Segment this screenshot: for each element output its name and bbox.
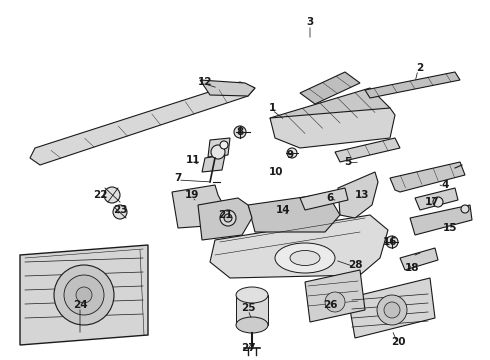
Text: 11: 11 [186,155,200,165]
Ellipse shape [290,251,320,266]
Polygon shape [198,198,252,240]
Text: 23: 23 [113,205,127,215]
Polygon shape [365,72,460,98]
Polygon shape [338,172,378,218]
Text: 19: 19 [185,190,199,200]
Polygon shape [410,205,472,235]
Text: 17: 17 [425,197,440,207]
Polygon shape [30,82,255,165]
Text: 12: 12 [198,77,212,87]
Circle shape [104,187,120,203]
Text: 9: 9 [287,150,294,160]
Ellipse shape [236,287,268,303]
Text: 3: 3 [306,17,314,27]
Circle shape [433,197,443,207]
Polygon shape [305,270,365,322]
Circle shape [76,287,92,303]
Text: 1: 1 [269,103,275,113]
Text: 20: 20 [391,337,405,347]
Text: 26: 26 [323,300,337,310]
Polygon shape [335,138,400,162]
Circle shape [220,210,236,226]
Text: 4: 4 [441,180,449,190]
Circle shape [234,126,246,138]
Text: 28: 28 [348,260,362,270]
Circle shape [461,205,469,213]
Text: 7: 7 [174,173,182,183]
Circle shape [224,214,232,222]
Text: 2: 2 [416,63,424,73]
Circle shape [386,236,398,248]
Polygon shape [202,155,225,172]
Polygon shape [400,248,438,270]
Text: 15: 15 [443,223,457,233]
Text: 14: 14 [276,205,290,215]
Polygon shape [200,80,255,96]
Ellipse shape [236,317,268,333]
Text: 6: 6 [326,193,334,203]
Text: 21: 21 [218,210,232,220]
Polygon shape [300,72,360,104]
Polygon shape [270,88,390,138]
Polygon shape [348,278,435,338]
Polygon shape [270,108,395,148]
Text: 27: 27 [241,343,255,353]
Polygon shape [236,295,268,325]
Text: 16: 16 [383,237,397,247]
Circle shape [287,148,297,158]
Text: 18: 18 [405,263,419,273]
Polygon shape [300,188,348,210]
Polygon shape [210,215,388,278]
Polygon shape [248,195,340,232]
Circle shape [377,295,407,325]
Text: 13: 13 [355,190,369,200]
Polygon shape [208,138,230,157]
Text: 24: 24 [73,300,87,310]
Polygon shape [20,245,148,345]
Text: 10: 10 [269,167,283,177]
Circle shape [54,265,114,325]
Text: 22: 22 [93,190,107,200]
Polygon shape [172,185,225,228]
Polygon shape [390,162,465,192]
Ellipse shape [275,243,335,273]
Circle shape [384,302,400,318]
Text: 8: 8 [236,127,244,137]
Text: 25: 25 [241,303,255,313]
Circle shape [113,205,127,219]
Text: 5: 5 [344,157,352,167]
Circle shape [64,275,104,315]
Circle shape [211,145,225,159]
Polygon shape [415,188,458,210]
Circle shape [325,292,345,312]
Circle shape [220,141,228,149]
